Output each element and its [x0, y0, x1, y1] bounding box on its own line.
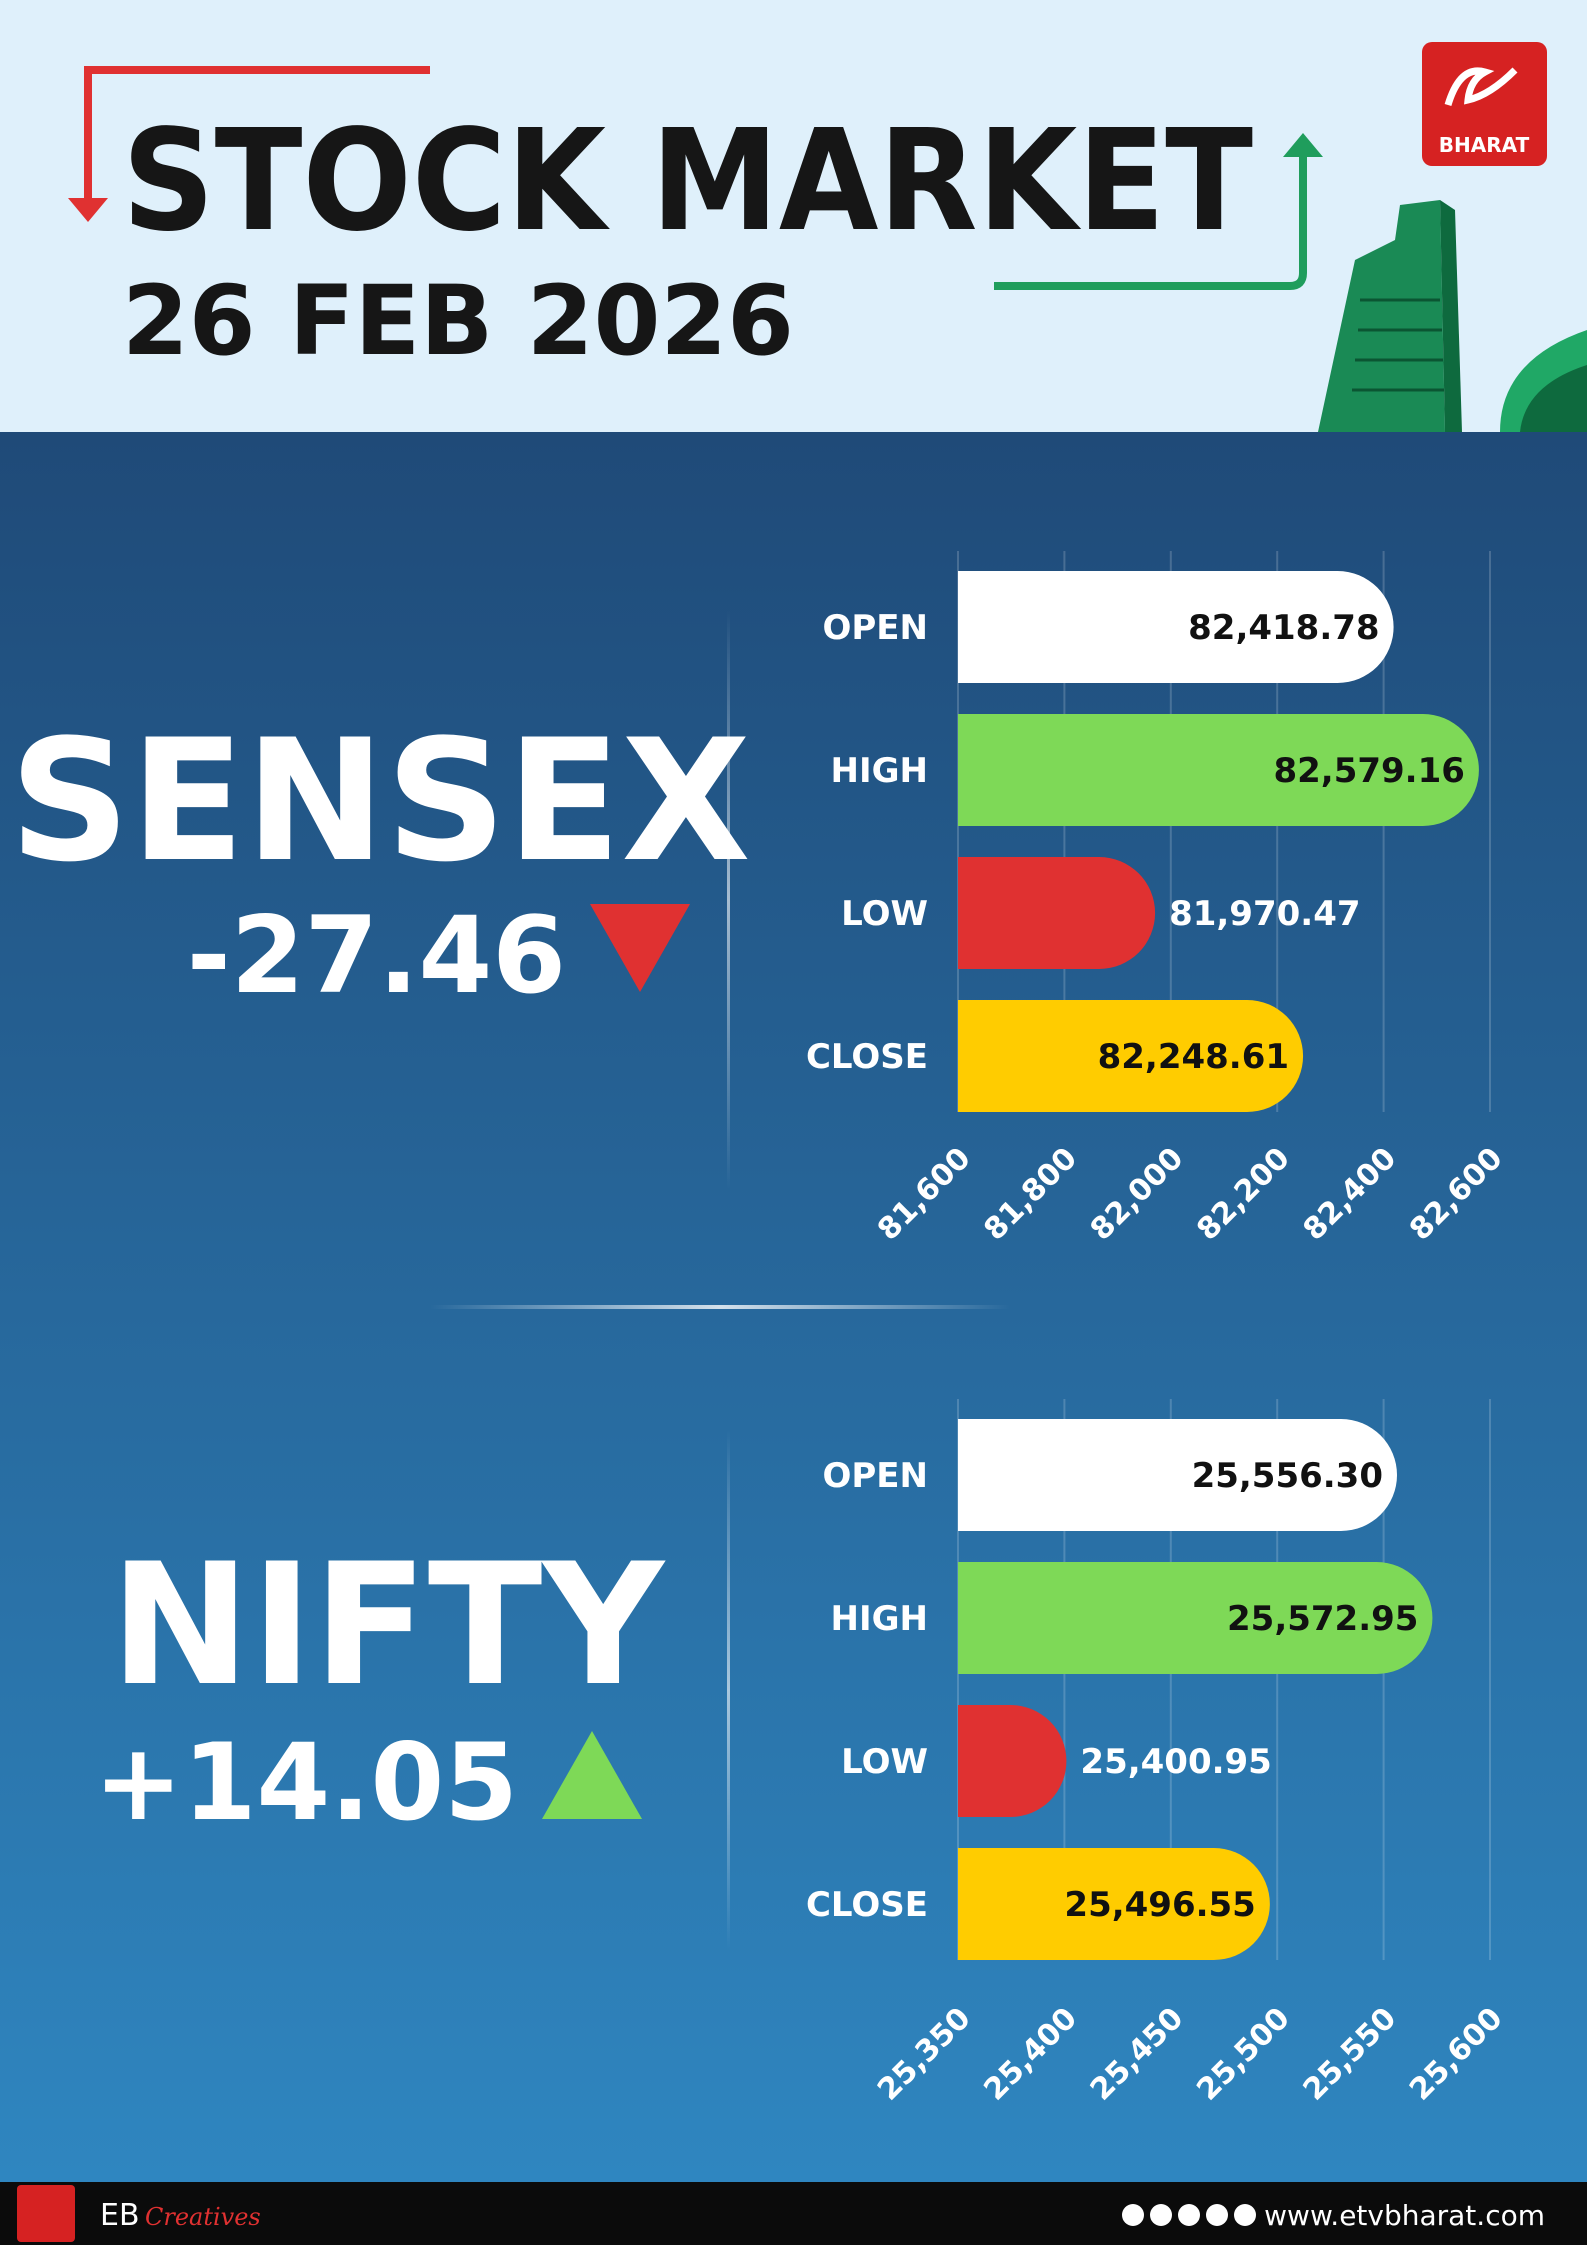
trend-arrow [542, 1731, 642, 1819]
index-change: -27.46 [187, 894, 566, 1017]
index-name: NIFTY [110, 1527, 666, 1723]
up-arrow [994, 150, 1307, 290]
value-label: 82,248.61 [1098, 1037, 1289, 1077]
category-label: OPEN [822, 608, 928, 648]
bar [958, 1419, 1398, 1531]
index-name: SENSEX [9, 703, 751, 899]
logo-text: BHARAT [1439, 133, 1530, 157]
footer-bg [0, 2182, 1587, 2245]
value-label: 25,496.55 [1064, 1885, 1255, 1925]
category-label: CLOSE [806, 1885, 928, 1925]
value-label: 81,970.47 [1169, 894, 1360, 934]
footer-website: www.etvbharat.com [1264, 2199, 1545, 2232]
date: 26 FEB 2026 [122, 265, 794, 377]
bar [958, 1000, 1304, 1112]
bar [958, 571, 1394, 683]
value-label: 25,572.95 [1227, 1599, 1418, 1639]
category-label: CLOSE [806, 1037, 928, 1077]
footer-brand: EB [100, 2198, 140, 2233]
up-arrow-head [1283, 133, 1323, 157]
value-label: 82,418.78 [1188, 608, 1379, 648]
social-icons [1122, 2204, 1256, 2226]
category-label: HIGH [831, 1599, 928, 1639]
divider [727, 1430, 730, 1950]
bar [958, 1848, 1270, 1960]
category-label: OPEN [822, 1456, 928, 1496]
bar [958, 1705, 1067, 1817]
index-change: +14.05 [94, 1721, 518, 1844]
value-label: 25,556.30 [1192, 1456, 1383, 1496]
footer-tagline: Creatives [145, 2203, 261, 2231]
bar [958, 714, 1479, 826]
value-label: 82,579.16 [1273, 751, 1464, 791]
value-label: 25,400.95 [1080, 1742, 1271, 1782]
divider [727, 610, 730, 1190]
category-label: LOW [841, 1742, 928, 1782]
building [1318, 200, 1587, 432]
title: STOCK MARKET [122, 100, 1253, 263]
logo-mark [1444, 67, 1518, 107]
section-divider [430, 1305, 1010, 1309]
trend-arrow [590, 904, 690, 992]
down-arrow [84, 66, 430, 205]
bar [958, 857, 1156, 969]
bar [958, 1562, 1433, 1674]
down-arrow-head [68, 198, 108, 222]
footer-logo [17, 2185, 75, 2242]
category-label: HIGH [831, 751, 928, 791]
category-label: LOW [841, 894, 928, 934]
